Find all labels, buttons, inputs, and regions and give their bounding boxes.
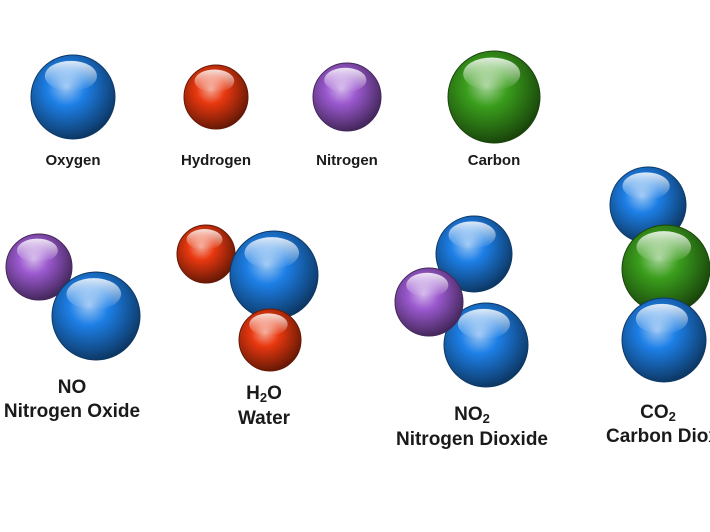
formula-no: NO: [57, 377, 87, 398]
atom-no2-nitrogen-1: [394, 267, 464, 337]
name-h2o: Water: [237, 408, 291, 429]
legend-atom-hydrogen: [183, 64, 249, 130]
formula-co2: CO2: [640, 402, 676, 424]
atom-no-oxygen-1: [51, 271, 141, 361]
formula-no2: NO2: [454, 404, 490, 426]
name-co2: Carbon Dioxide: [606, 426, 710, 447]
legend-atom-nitrogen: [312, 62, 382, 132]
legend-label-nitrogen: Nitrogen: [316, 152, 378, 169]
formula-h2o: H2O: [246, 383, 282, 405]
atoms-layer: [5, 50, 710, 388]
atom-no2-oxygen-0: [435, 215, 513, 293]
legend-atom-oxygen: [30, 54, 116, 140]
legend-label-hydrogen: Hydrogen: [180, 152, 251, 169]
legend-atom-carbon: [447, 50, 541, 144]
atom-co2-oxygen-0: [609, 166, 687, 244]
atom-co2-oxygen-2: [621, 297, 707, 383]
atom-co2-carbon-1: [621, 224, 710, 314]
name-no: Nitrogen Oxide: [3, 401, 141, 422]
atom-h2o-hydrogen-2: [238, 308, 302, 372]
name-no2: Nitrogen Dioxide: [395, 429, 548, 450]
legend-label-oxygen: Oxygen: [45, 152, 101, 169]
atom-h2o-hydrogen-0: [176, 224, 236, 284]
atom-no2-oxygen-2: [443, 302, 529, 388]
atom-no-nitrogen-0: [5, 233, 73, 301]
atom-h2o-oxygen-1: [229, 230, 319, 320]
legend-label-carbon: Carbon: [467, 152, 521, 169]
